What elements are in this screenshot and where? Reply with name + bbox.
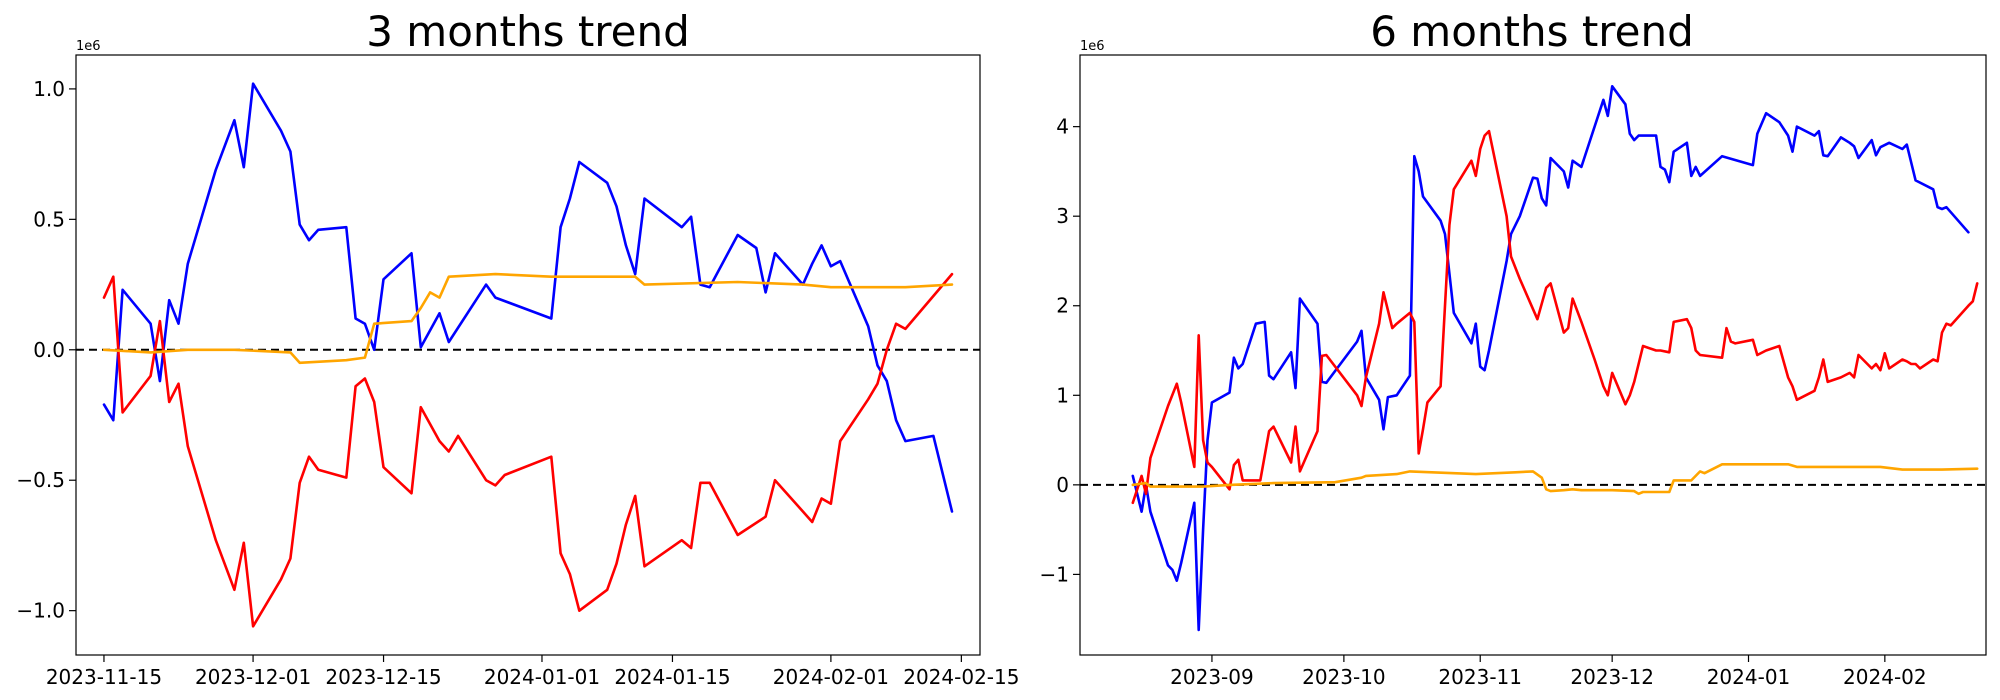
- y-tick-label: 0.5: [33, 207, 65, 231]
- x-tick-label: 2024-01-15: [614, 665, 730, 689]
- y-tick-label: −1.0: [16, 599, 65, 623]
- chart-3-months: 3 months trend 1e6 1.0 0.5 0.0 −0.5 −1.0 2023…: [16, 7, 1019, 689]
- x-tick-label: 2023-12-01: [195, 665, 311, 689]
- y-tick-label: 1: [1056, 383, 1069, 407]
- series-line-3: [1131, 463, 1979, 496]
- x-tick-label: 2024-02: [1843, 665, 1927, 689]
- y-tick-label: 2: [1056, 294, 1069, 318]
- x-tick-label: 2023-11: [1438, 665, 1522, 689]
- x-tick-label: 2024-02-15: [903, 665, 1019, 689]
- plot-area: [76, 82, 980, 628]
- series-line-2: [1131, 129, 1979, 505]
- series-line-1: [1131, 85, 1970, 632]
- x-tick-label: 2024-01: [1707, 665, 1791, 689]
- y-tick-label: 0: [1056, 473, 1069, 497]
- axes-frame: [1079, 54, 1987, 656]
- y-tick-label: −1: [1040, 562, 1069, 586]
- y-offset-label: 1e6: [1080, 39, 1105, 54]
- y-tick-label: 1.0: [33, 77, 65, 101]
- x-tick-label: 2024-01-01: [484, 665, 600, 689]
- x-tick-label: 2023-10: [1302, 665, 1386, 689]
- chart-6-months: 6 months trend 1e6 4 3 2 1 0 −1 2023-09 2023-10…: [1040, 7, 1987, 689]
- plot-area: [1080, 85, 1986, 632]
- axes-frame: [75, 54, 981, 656]
- series-line-1: [102, 82, 954, 513]
- x-tick-label: 2023-12-15: [325, 665, 441, 689]
- x-tick-label: 2023-12: [1570, 665, 1654, 689]
- y-tick-label: −0.5: [16, 468, 65, 492]
- y-tick-label: 3: [1056, 204, 1069, 228]
- x-tick-label: 2024-02-01: [773, 665, 889, 689]
- series-line-2: [102, 272, 954, 628]
- x-tick-label: 2023-11-15: [46, 665, 162, 689]
- y-tick-label: 0.0: [33, 338, 65, 362]
- chart-title: 3 months trend: [366, 7, 690, 56]
- x-tick-label: 2023-09: [1170, 665, 1254, 689]
- y-offset-label: 1e6: [76, 39, 101, 54]
- series-line-3: [102, 272, 954, 365]
- chart-title: 6 months trend: [1370, 7, 1694, 56]
- y-tick-label: 4: [1056, 115, 1069, 139]
